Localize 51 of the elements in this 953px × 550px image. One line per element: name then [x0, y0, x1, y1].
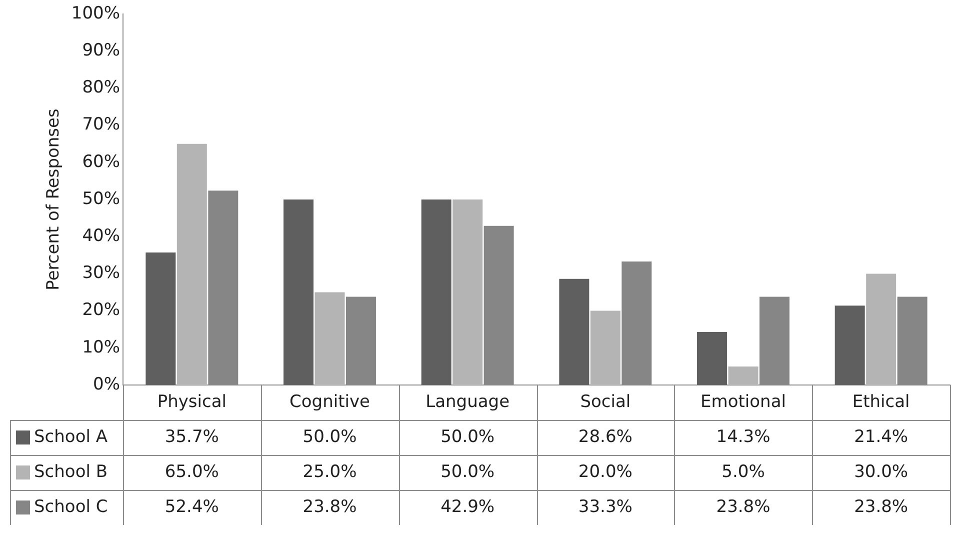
bar — [728, 366, 758, 385]
y-tick-label: 100% — [71, 3, 120, 24]
data-label: 42.9% — [440, 496, 495, 517]
x-tick-label: Physical — [157, 392, 226, 412]
legend-label: School B — [34, 462, 108, 482]
x-tick-label: Language — [426, 392, 510, 412]
legend-label: School A — [34, 426, 108, 447]
y-tick-label: 0% — [93, 374, 120, 394]
legend-label: School C — [34, 496, 108, 517]
y-tick-label: 50% — [82, 188, 120, 209]
data-label: 65.0% — [164, 462, 219, 482]
data-label: 33.3% — [578, 496, 632, 517]
data-label: 23.8% — [302, 496, 357, 517]
x-tick-label: Cognitive — [290, 392, 370, 412]
data-label: 50.0% — [302, 426, 357, 447]
data-label: 52.4% — [164, 496, 219, 517]
bar — [284, 200, 314, 385]
bar — [421, 200, 452, 385]
data-label: 23.8% — [716, 496, 770, 517]
data-label: 25.0% — [302, 462, 357, 482]
data-label: 23.8% — [854, 496, 908, 517]
y-tick-label: 70% — [82, 114, 120, 135]
bar — [590, 310, 620, 385]
data-label: 28.6% — [578, 426, 632, 447]
data-label: 14.3% — [716, 426, 770, 447]
bar — [559, 278, 590, 385]
bar — [176, 144, 207, 385]
data-label: 50.0% — [440, 462, 495, 482]
x-tick-label: Social — [580, 392, 631, 412]
bar — [834, 306, 865, 385]
bar — [697, 332, 728, 385]
y-tick-label: 60% — [82, 152, 120, 172]
data-label: 50.0% — [440, 426, 495, 447]
y-tick-label: 80% — [82, 78, 120, 98]
data-label: 30.0% — [854, 462, 908, 482]
bar — [866, 274, 896, 385]
bar — [146, 252, 176, 385]
y-tick-label: 40% — [82, 226, 120, 246]
x-tick-label: Emotional — [700, 392, 786, 412]
y-tick-label: 20% — [82, 300, 120, 320]
bar — [314, 292, 345, 385]
data-label: 35.7% — [164, 426, 219, 447]
y-tick-label: 30% — [82, 263, 120, 284]
data-label: 5.0% — [722, 462, 765, 482]
y-tick-label: 10% — [82, 337, 120, 358]
y-axis-title: Percent of Responses — [44, 108, 64, 290]
y-tick-label: 90% — [82, 40, 120, 61]
data-label: 21.4% — [854, 426, 908, 447]
x-tick-label: Ethical — [852, 392, 910, 412]
data-label: 20.0% — [578, 462, 632, 482]
bar — [452, 200, 483, 385]
